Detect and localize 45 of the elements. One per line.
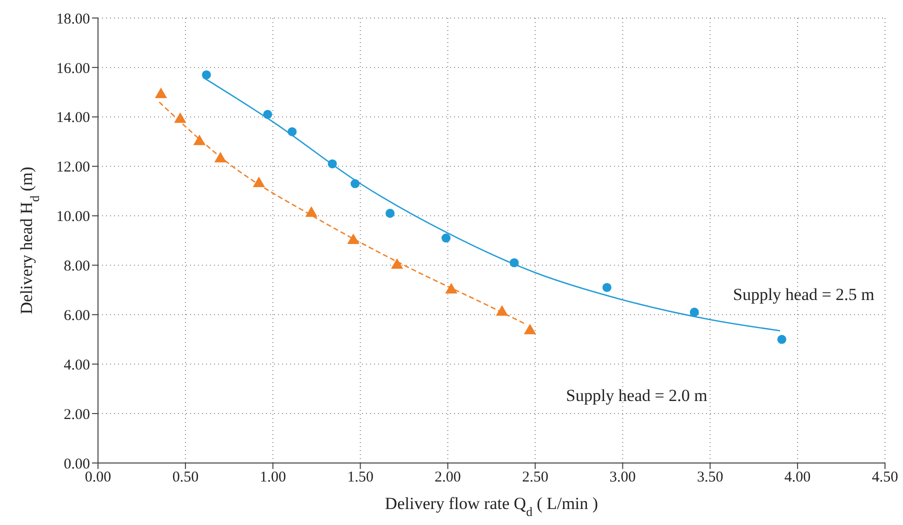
point [252, 176, 265, 188]
y-tick-label: 6.00 [64, 308, 90, 324]
point [442, 234, 451, 243]
point [510, 258, 519, 268]
y-tick-label: 10.00 [56, 209, 90, 226]
x-tick-label: 1.00 [260, 470, 286, 486]
point [496, 305, 508, 316]
point [328, 159, 337, 168]
point [347, 233, 360, 244]
point [263, 110, 272, 119]
point [154, 88, 168, 98]
y-tick-label: 0.00 [64, 456, 90, 472]
x-tick-label: 2.00 [434, 470, 461, 486]
point [305, 206, 318, 217]
annotation: Supply head = 2.0 m [566, 386, 708, 405]
x-tick-label: 0.50 [172, 470, 199, 486]
point [390, 258, 404, 269]
point [777, 334, 786, 344]
point [193, 134, 206, 146]
x-tick-label: 2.50 [522, 470, 548, 486]
y-tick-label: 8.00 [64, 258, 90, 275]
y-tick-label: 12.00 [56, 160, 90, 176]
x-tick-label: 0.00 [84, 470, 112, 486]
x-tick-label: 4.00 [784, 470, 811, 486]
point [602, 282, 612, 292]
x-axis-title: Delivery flow rate Q$_{d}$ ( L/min ) [384, 494, 598, 519]
point [288, 127, 297, 136]
point [690, 308, 699, 317]
x-tick-label: 3.00 [610, 470, 636, 486]
point [445, 282, 458, 294]
point [524, 324, 536, 334]
point [202, 70, 211, 80]
point [350, 179, 360, 188]
annotation: Supply head = 2.5 m [733, 285, 874, 304]
point [174, 112, 186, 123]
y-tick-label: 14.00 [56, 110, 90, 126]
y-tick-label: 4.00 [64, 357, 90, 374]
y-tick-label: 2.00 [64, 406, 90, 423]
x-tick-label: 1.50 [347, 470, 374, 486]
x-tick-label: 4.50 [872, 470, 898, 486]
point [214, 152, 226, 162]
x-tick-label: 3.50 [696, 470, 724, 486]
y-tick-label: 18.00 [56, 11, 90, 28]
y-tick-label: 16.00 [56, 60, 90, 77]
point [386, 208, 395, 218]
